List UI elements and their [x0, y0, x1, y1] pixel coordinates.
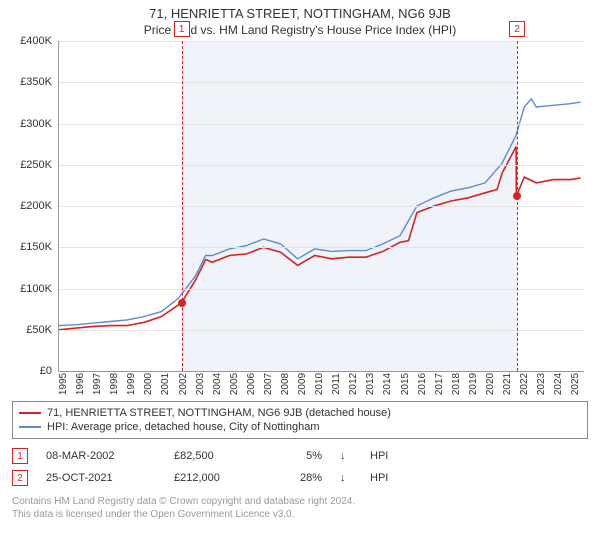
sale-vline — [182, 41, 183, 371]
plot-area: 12 — [58, 41, 584, 372]
footer-line2: This data is licensed under the Open Gov… — [12, 508, 588, 521]
legend-sales-area: 71, HENRIETTA STREET, NOTTINGHAM, NG6 9J… — [12, 401, 588, 489]
sale-date: 08-MAR-2002 — [46, 450, 156, 462]
gridline — [59, 165, 584, 166]
sale-suffix: HPI — [370, 472, 388, 484]
x-axis-label: 2025 — [570, 373, 581, 395]
series-price_paid — [59, 147, 581, 330]
x-axis-label: 2008 — [280, 373, 291, 395]
x-axis-label: 1997 — [92, 373, 103, 395]
y-axis-label: £100K — [20, 283, 52, 295]
x-axis-label: 1999 — [126, 373, 137, 395]
x-axis-label: 2023 — [536, 373, 547, 395]
x-axis-label: 2005 — [229, 373, 240, 395]
x-axis-label: 2001 — [160, 373, 171, 395]
y-axis-label: £200K — [20, 200, 52, 212]
sale-row: 2 25-OCT-2021 £212,000 28% ↓ HPI — [12, 467, 588, 489]
x-axis-label: 2021 — [502, 373, 513, 395]
x-axis-label: 2020 — [485, 373, 496, 395]
x-axis-label: 2004 — [212, 373, 223, 395]
x-axis-label: 1998 — [109, 373, 120, 395]
y-axis-label: £350K — [20, 76, 52, 88]
y-axis-label: £50K — [26, 324, 52, 336]
sale-date: 25-OCT-2021 — [46, 472, 156, 484]
chart-area: £0£50K£100K£150K£200K£250K£300K£350K£400… — [12, 41, 588, 395]
y-axis-label: £400K — [20, 35, 52, 47]
x-axis-label: 2014 — [382, 373, 393, 395]
sale-index: 1 — [12, 448, 28, 464]
footer: Contains HM Land Registry data © Crown c… — [12, 495, 588, 521]
x-axis-label: 2002 — [178, 373, 189, 395]
sale-index-box: 1 — [174, 21, 190, 37]
x-axis-label: 1995 — [58, 373, 69, 395]
sale-marker — [513, 192, 521, 200]
sale-pct: 28% — [272, 472, 322, 484]
y-axis-labels: £0£50K£100K£150K£200K£250K£300K£350K£400… — [12, 41, 56, 371]
x-axis-label: 2007 — [263, 373, 274, 395]
sale-price: £82,500 — [174, 450, 254, 462]
x-axis-label: 2022 — [519, 373, 530, 395]
x-axis-label: 2009 — [297, 373, 308, 395]
x-axis-label: 2018 — [451, 373, 462, 395]
arrow-down-icon: ↓ — [340, 472, 352, 484]
y-axis-label: £150K — [20, 241, 52, 253]
legend-label: 71, HENRIETTA STREET, NOTTINGHAM, NG6 9J… — [47, 407, 391, 419]
chart-title: 71, HENRIETTA STREET, NOTTINGHAM, NG6 9J… — [0, 0, 600, 21]
legend-box: 71, HENRIETTA STREET, NOTTINGHAM, NG6 9J… — [12, 401, 588, 439]
x-axis-label: 2010 — [314, 373, 325, 395]
gridline — [59, 247, 584, 248]
sale-index: 2 — [12, 470, 28, 486]
x-axis-label: 2013 — [365, 373, 376, 395]
x-axis-label: 2019 — [468, 373, 479, 395]
x-axis-label: 2003 — [195, 373, 206, 395]
sale-marker — [178, 299, 186, 307]
x-axis-labels: 1995 1996 1997 1998 1999 2000 2001 2002 2003 2004… — [58, 373, 584, 395]
x-axis-label: 2024 — [553, 373, 564, 395]
y-axis-label: £300K — [20, 118, 52, 130]
legend-label: HPI: Average price, detached house, City… — [47, 421, 320, 433]
series-hpi — [59, 99, 581, 326]
sale-row: 1 08-MAR-2002 £82,500 5% ↓ HPI — [12, 445, 588, 467]
sale-suffix: HPI — [370, 450, 388, 462]
gridline — [59, 330, 584, 331]
legend-row: 71, HENRIETTA STREET, NOTTINGHAM, NG6 9J… — [19, 406, 581, 420]
sale-price: £212,000 — [174, 472, 254, 484]
y-axis-label: £0 — [40, 365, 52, 377]
gridline — [59, 124, 584, 125]
gridline — [59, 289, 584, 290]
arrow-down-icon: ↓ — [340, 450, 352, 462]
sale-vline — [517, 41, 518, 371]
gridline — [59, 82, 584, 83]
legend-row: HPI: Average price, detached house, City… — [19, 420, 581, 434]
x-axis-label: 2011 — [331, 373, 342, 395]
y-axis-label: £250K — [20, 159, 52, 171]
x-axis-label: 2016 — [417, 373, 428, 395]
sales-rows: 1 08-MAR-2002 £82,500 5% ↓ HPI 2 25-OCT-2021 £21… — [12, 445, 588, 489]
sale-pct: 5% — [272, 450, 322, 462]
x-axis-label: 2006 — [246, 373, 257, 395]
x-axis-label: 1996 — [75, 373, 86, 395]
legend-swatch — [19, 426, 41, 428]
x-axis-label: 2017 — [434, 373, 445, 395]
sale-index-box: 2 — [509, 21, 525, 37]
x-axis-label: 2015 — [400, 373, 411, 395]
gridline — [59, 206, 584, 207]
legend-swatch — [19, 412, 41, 414]
gridline — [59, 41, 584, 42]
x-axis-label: 2012 — [348, 373, 359, 395]
footer-line1: Contains HM Land Registry data © Crown c… — [12, 495, 588, 508]
x-axis-label: 2000 — [143, 373, 154, 395]
